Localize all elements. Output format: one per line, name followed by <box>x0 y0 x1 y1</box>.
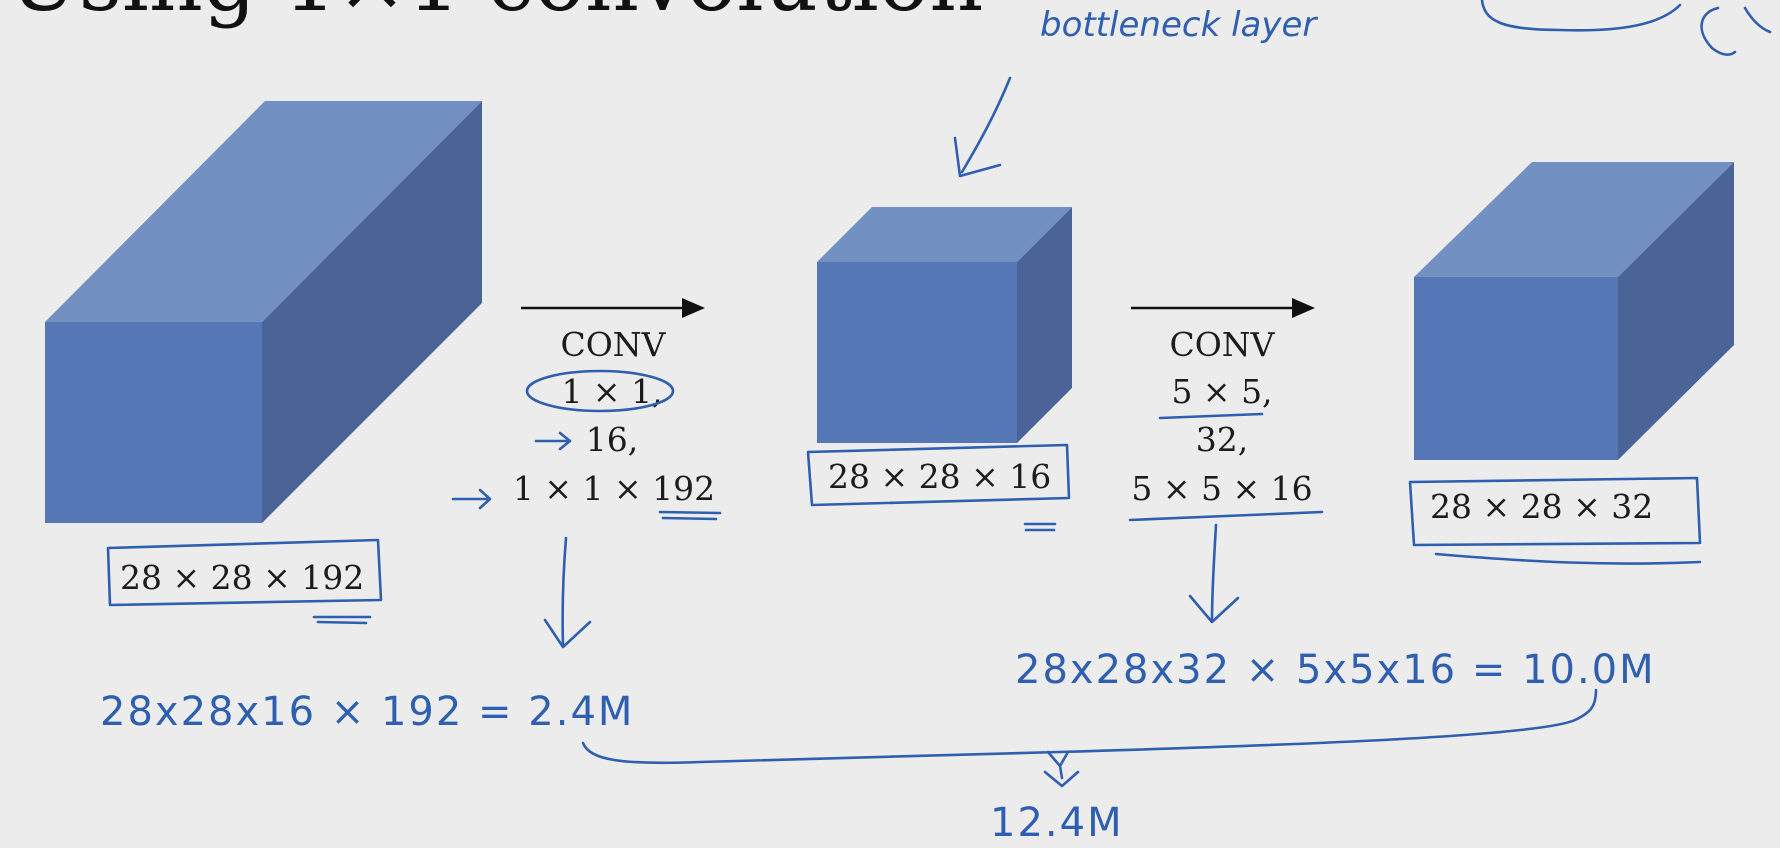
conv1-filter-circle <box>525 369 675 413</box>
cost1-computation: 28x28x16 × 192 = 2.4M <box>100 689 634 735</box>
note-arrowhead <box>953 136 1002 178</box>
conv2-filter-size: 5 × 5, <box>1171 372 1272 411</box>
conv1-cost-arrow <box>543 536 592 649</box>
conv1-shape-arrow <box>451 488 492 510</box>
conv2-cost-arrow <box>1188 523 1240 624</box>
total-brace <box>581 688 1598 788</box>
conv1-filter-shape: 1 × 1 × 192 <box>513 469 715 508</box>
conv1-arrow-head <box>682 298 705 318</box>
top-right-scribble <box>1480 0 1682 32</box>
cost2-computation: 28x28x32 × 5x5x16 = 10.0M <box>1015 647 1656 693</box>
conv1-label: CONV <box>560 325 666 364</box>
bottleneck-dims-box <box>806 443 1071 507</box>
output-volume-block <box>1414 162 1734 460</box>
conv2-label: CONV <box>1169 325 1275 364</box>
output-dims-box <box>1408 476 1702 547</box>
slide-title: Using 1×1 convolution <box>8 0 983 30</box>
conv1-filter-size: 1 × 1, <box>561 372 662 411</box>
conv2-filter-shape: 5 × 5 × 16 <box>1131 469 1312 508</box>
conv2-arrow-head <box>1292 298 1315 318</box>
output-block-front <box>1414 277 1618 460</box>
output-block-side <box>1618 162 1734 460</box>
conv1-filter-count: 16, <box>586 420 638 459</box>
bottleneck-block-front <box>817 262 1017 443</box>
bottleneck-block-side <box>1017 207 1072 443</box>
input-block-side <box>262 101 482 523</box>
input-dims-label: 28 × 28 × 192 <box>120 558 364 597</box>
input-block-front <box>45 322 262 523</box>
conv1-192-underline <box>658 510 722 521</box>
output-dims-label: 28 × 28 × 32 <box>1430 487 1653 526</box>
bottleneck-dims-label: 28 × 28 × 16 <box>828 457 1051 496</box>
bottleneck-volume-block <box>817 207 1072 443</box>
input-volume-block <box>45 101 482 523</box>
bottleneck-note: bottleneck layer <box>1040 5 1318 45</box>
conv2-shape-underline <box>1128 510 1324 522</box>
input-dims-box <box>106 538 383 607</box>
bottleneck-16-underline <box>1023 522 1057 532</box>
output-block-top <box>1414 162 1734 277</box>
conv2-filter-count: 32, <box>1196 420 1248 459</box>
note-arrow-to-bottleneck <box>960 76 1012 174</box>
conv1-count-arrow <box>534 431 572 451</box>
bottleneck-block-top <box>817 207 1072 262</box>
input-192-underline <box>312 615 372 625</box>
top-right-scribble-curl <box>1700 6 1772 56</box>
conv2-filter-underline <box>1158 412 1264 420</box>
total-cost: 12.4M <box>990 800 1124 846</box>
input-block-top <box>45 101 482 322</box>
output-dims-underline <box>1434 552 1702 565</box>
